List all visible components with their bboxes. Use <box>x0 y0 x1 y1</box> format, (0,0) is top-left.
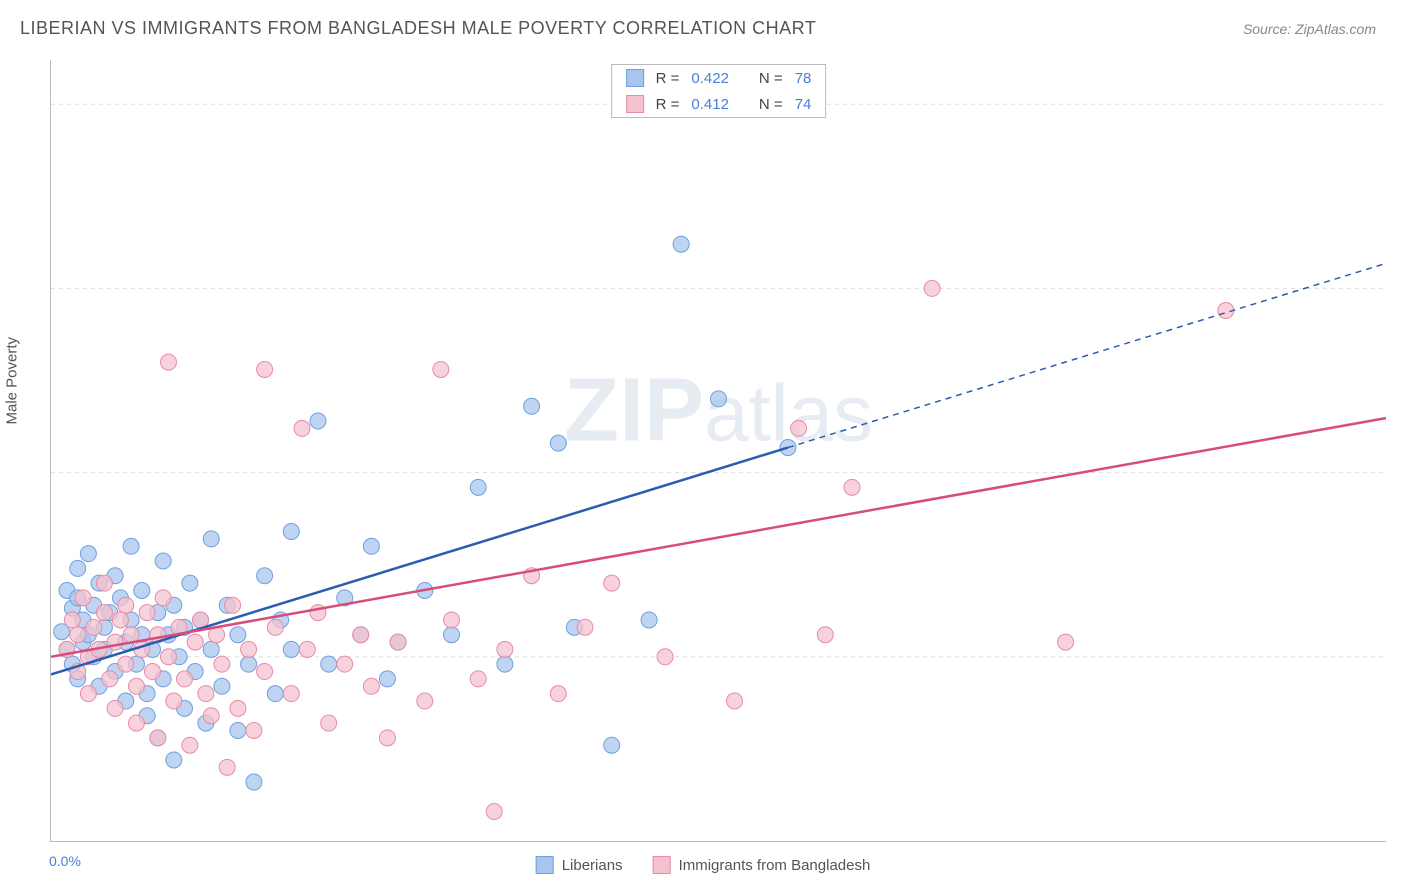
legend-row: R = 0.422 N = 78 <box>612 65 826 91</box>
legend-item: Liberians <box>536 856 623 874</box>
legend-label: Immigrants from Bangladesh <box>679 857 871 874</box>
scatter-plot-svg <box>51 60 1386 841</box>
chart-plot-area: ZIPatlas R = 0.422 N = 78 R = 0.412 N = … <box>50 60 1386 842</box>
legend-swatch-pink <box>653 856 671 874</box>
legend-swatch-pink <box>626 95 644 113</box>
legend-swatch-blue <box>536 856 554 874</box>
legend-label: Liberians <box>562 857 623 874</box>
chart-title: LIBERIAN VS IMMIGRANTS FROM BANGLADESH M… <box>20 18 816 39</box>
y-axis-title: Male Poverty <box>4 337 21 425</box>
legend-swatch-blue <box>626 69 644 87</box>
chart-source: Source: ZipAtlas.com <box>1243 21 1376 37</box>
legend-series: Liberians Immigrants from Bangladesh <box>536 856 871 874</box>
legend-row: R = 0.412 N = 74 <box>612 91 826 117</box>
legend-correlation: R = 0.422 N = 78 R = 0.412 N = 74 <box>611 64 827 118</box>
legend-item: Immigrants from Bangladesh <box>653 856 871 874</box>
chart-header: LIBERIAN VS IMMIGRANTS FROM BANGLADESH M… <box>0 0 1406 49</box>
x-axis-label-min: 0.0% <box>49 853 81 869</box>
